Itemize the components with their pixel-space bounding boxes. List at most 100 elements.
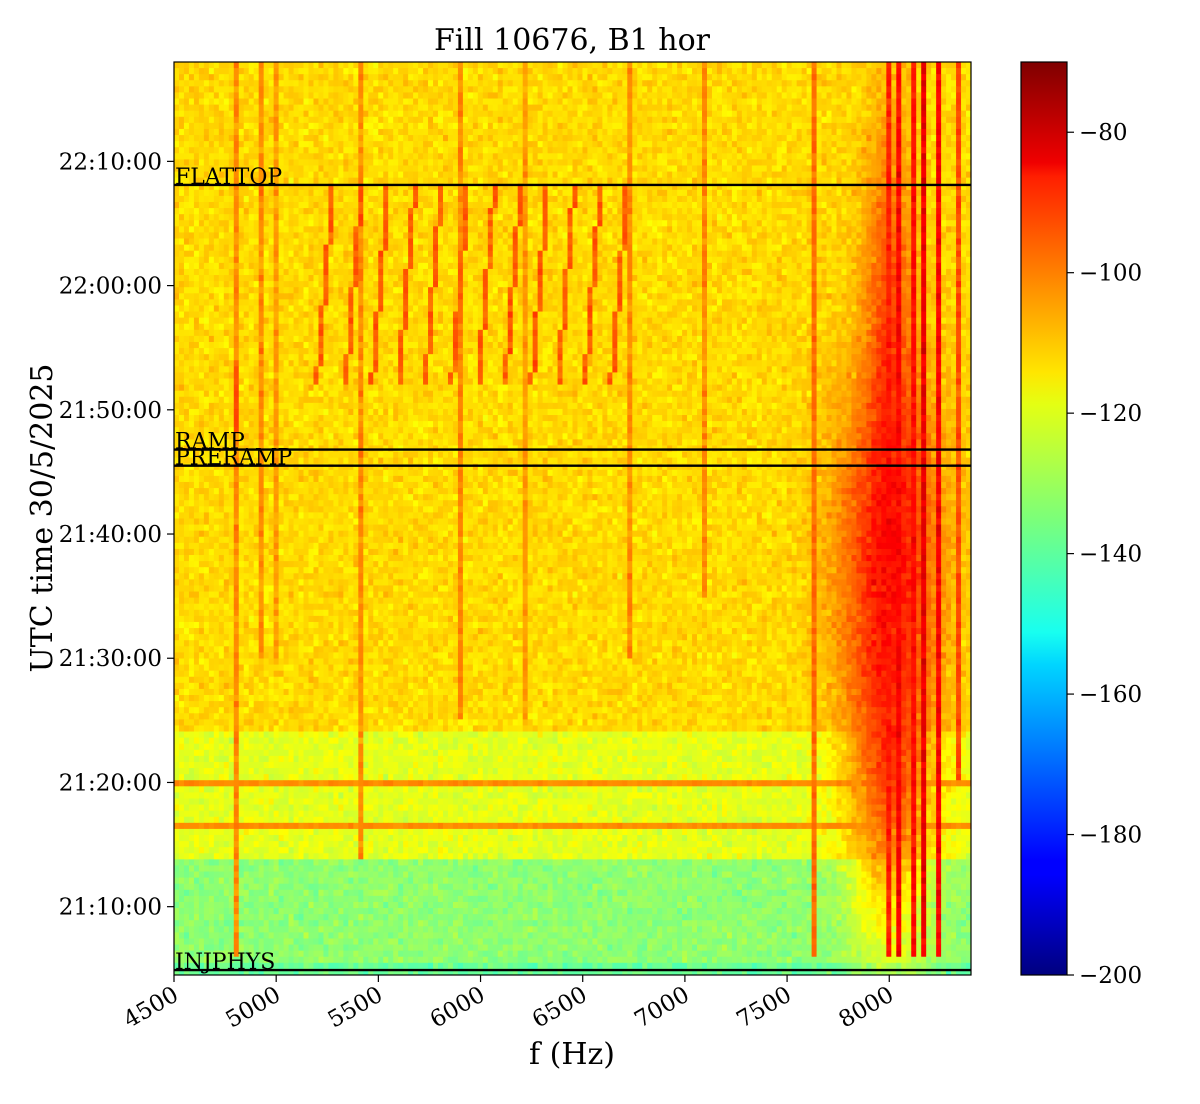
heatmap-cell	[568, 68, 573, 74]
heatmap-cell	[194, 141, 199, 147]
heatmap-cell	[632, 92, 637, 98]
heatmap-cell	[224, 86, 229, 92]
heatmap-cell	[373, 141, 378, 147]
heatmap-cell	[931, 74, 936, 80]
heatmap-cell	[926, 86, 931, 92]
heatmap-cell	[742, 141, 747, 147]
heatmap-cell	[812, 141, 817, 147]
heatmap-cell	[672, 74, 677, 80]
heatmap-cell	[189, 92, 194, 98]
heatmap-cell	[956, 80, 961, 86]
heatmap-cell	[682, 141, 687, 147]
heatmap-cell	[587, 99, 592, 105]
heatmap-cell	[871, 86, 876, 92]
heatmap-cell	[747, 92, 752, 98]
heatmap-cell	[891, 74, 896, 80]
heatmap-cell	[866, 86, 871, 92]
heatmap-cell	[861, 141, 866, 147]
heatmap-cell	[657, 123, 662, 129]
heatmap-cell	[582, 68, 587, 74]
heatmap-cell	[961, 141, 966, 147]
heatmap-cell	[358, 105, 363, 111]
heatmap-cell	[577, 111, 582, 117]
heatmap-cell	[328, 74, 333, 80]
heatmap-cell	[568, 74, 573, 80]
heatmap-cell	[548, 141, 553, 147]
heatmap-cell	[926, 74, 931, 80]
heatmap-cell	[558, 92, 563, 98]
heatmap-cell	[752, 99, 757, 105]
heatmap-cell	[612, 141, 617, 147]
heatmap-cell	[533, 123, 538, 129]
heatmap-cell	[617, 62, 622, 68]
heatmap-cell	[837, 80, 842, 86]
heatmap-cell	[956, 117, 961, 123]
heatmap-cell	[916, 92, 921, 98]
heatmap-cell	[812, 62, 817, 68]
heatmap-cell	[279, 62, 284, 68]
heatmap-cell	[901, 74, 906, 80]
heatmap-cell	[358, 141, 363, 147]
heatmap-cell	[498, 129, 503, 135]
heatmap-cell	[383, 135, 388, 141]
heatmap-cell	[587, 135, 592, 141]
heatmap-cell	[896, 99, 901, 105]
heatmap-cell	[294, 153, 299, 159]
heatmap-cell	[174, 68, 179, 74]
heatmap-cell	[637, 68, 642, 74]
heatmap-cell	[184, 117, 189, 123]
heatmap-cell	[647, 147, 652, 153]
heatmap-cell	[453, 123, 458, 129]
heatmap-cell	[179, 62, 184, 68]
heatmap-cell	[742, 105, 747, 111]
heatmap-cell	[906, 74, 911, 80]
heatmap-cell	[363, 111, 368, 117]
heatmap-cell	[249, 141, 254, 147]
heatmap-cell	[911, 123, 916, 129]
heatmap-cell	[403, 86, 408, 92]
heatmap-cell	[876, 141, 881, 147]
heatmap-cell	[597, 92, 602, 98]
heatmap-cell	[856, 80, 861, 86]
heatmap-cell	[622, 111, 627, 117]
heatmap-cell	[582, 135, 587, 141]
heatmap-cell	[712, 74, 717, 80]
heatmap-cell	[931, 80, 936, 86]
heatmap-cell	[189, 74, 194, 80]
heatmap-cell	[732, 147, 737, 153]
heatmap-cell	[602, 92, 607, 98]
heatmap-cell	[373, 123, 378, 129]
heatmap-cell	[239, 74, 244, 80]
heatmap-cell	[707, 135, 712, 141]
heatmap-cell	[832, 123, 837, 129]
heatmap-cell	[448, 141, 453, 147]
heatmap-cell	[239, 135, 244, 141]
heatmap-cell	[762, 99, 767, 105]
heatmap-cell	[184, 68, 189, 74]
heatmap-cell	[886, 105, 891, 111]
heatmap-cell	[473, 135, 478, 141]
heatmap-cell	[174, 141, 179, 147]
heatmap-cell	[587, 111, 592, 117]
heatmap-cell	[328, 86, 333, 92]
heatmap-cell	[647, 62, 652, 68]
heatmap-cell	[328, 147, 333, 153]
heatmap-cell	[473, 62, 478, 68]
heatmap-cell	[871, 117, 876, 123]
heatmap-cell	[682, 105, 687, 111]
heatmap-cell	[204, 135, 209, 141]
heatmap-cell	[817, 105, 822, 111]
heatmap-cell	[558, 80, 563, 86]
heatmap-cell	[687, 68, 692, 74]
heatmap-cell	[876, 129, 881, 135]
heatmap-cell	[219, 74, 224, 80]
heatmap-cell	[841, 117, 846, 123]
heatmap-cell	[523, 117, 528, 123]
heatmap-cell	[368, 80, 373, 86]
heatmap-cell	[378, 129, 383, 135]
heatmap-cell	[478, 147, 483, 153]
heatmap-cell	[752, 147, 757, 153]
heatmap-cell	[568, 92, 573, 98]
heatmap-cell	[234, 147, 239, 153]
heatmap-cell	[433, 92, 438, 98]
